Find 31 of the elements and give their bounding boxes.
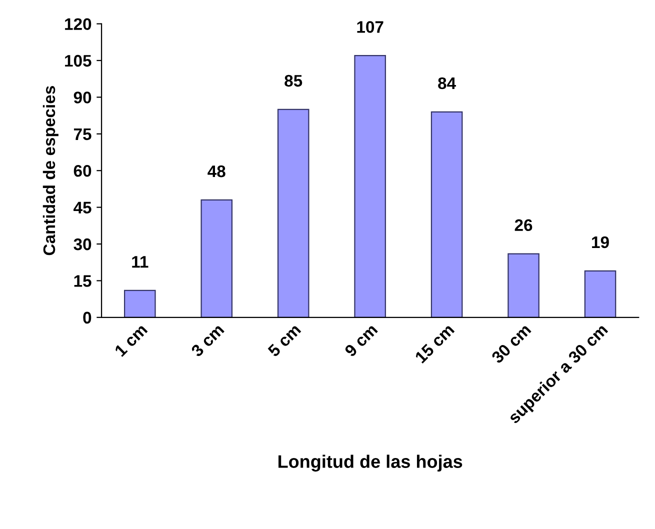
y-axis-title: Cantidad de especies: [42, 86, 58, 256]
y-tick-label: 0: [83, 312, 92, 324]
y-tick-label: 60: [74, 165, 92, 177]
y-tick-label: 120: [65, 18, 92, 30]
x-axis-title: Longitud de las hojas: [278, 454, 462, 472]
bar: [584, 270, 616, 318]
x-tick-label: 1 cm: [114, 323, 148, 358]
data-label: 84: [438, 77, 456, 90]
x-tick-label: 30 cm: [490, 323, 532, 364]
y-tick-label: 30: [74, 238, 92, 250]
x-tick-label: 3 cm: [190, 323, 225, 358]
y-tick-label: 105: [65, 54, 92, 67]
bar: [508, 253, 540, 318]
bar: [277, 108, 310, 318]
y-tick-label: 90: [74, 92, 92, 104]
data-label: 85: [284, 74, 302, 87]
data-label: 19: [592, 236, 609, 248]
x-tick-label: 5 cm: [267, 323, 302, 358]
y-tick-label: 45: [74, 202, 92, 214]
y-tick-label: 15: [74, 275, 92, 287]
bar: [200, 199, 233, 318]
data-label: 11: [132, 256, 148, 268]
data-label: 26: [514, 219, 532, 232]
data-label: 107: [357, 21, 384, 33]
data-label: 48: [208, 165, 226, 178]
bar: [430, 111, 463, 318]
bar: [354, 55, 386, 318]
x-tick-label: 15 cm: [414, 323, 455, 364]
x-tick-label: 9 cm: [344, 323, 378, 358]
bar: [124, 290, 156, 318]
y-tick-label: 75: [74, 128, 92, 140]
